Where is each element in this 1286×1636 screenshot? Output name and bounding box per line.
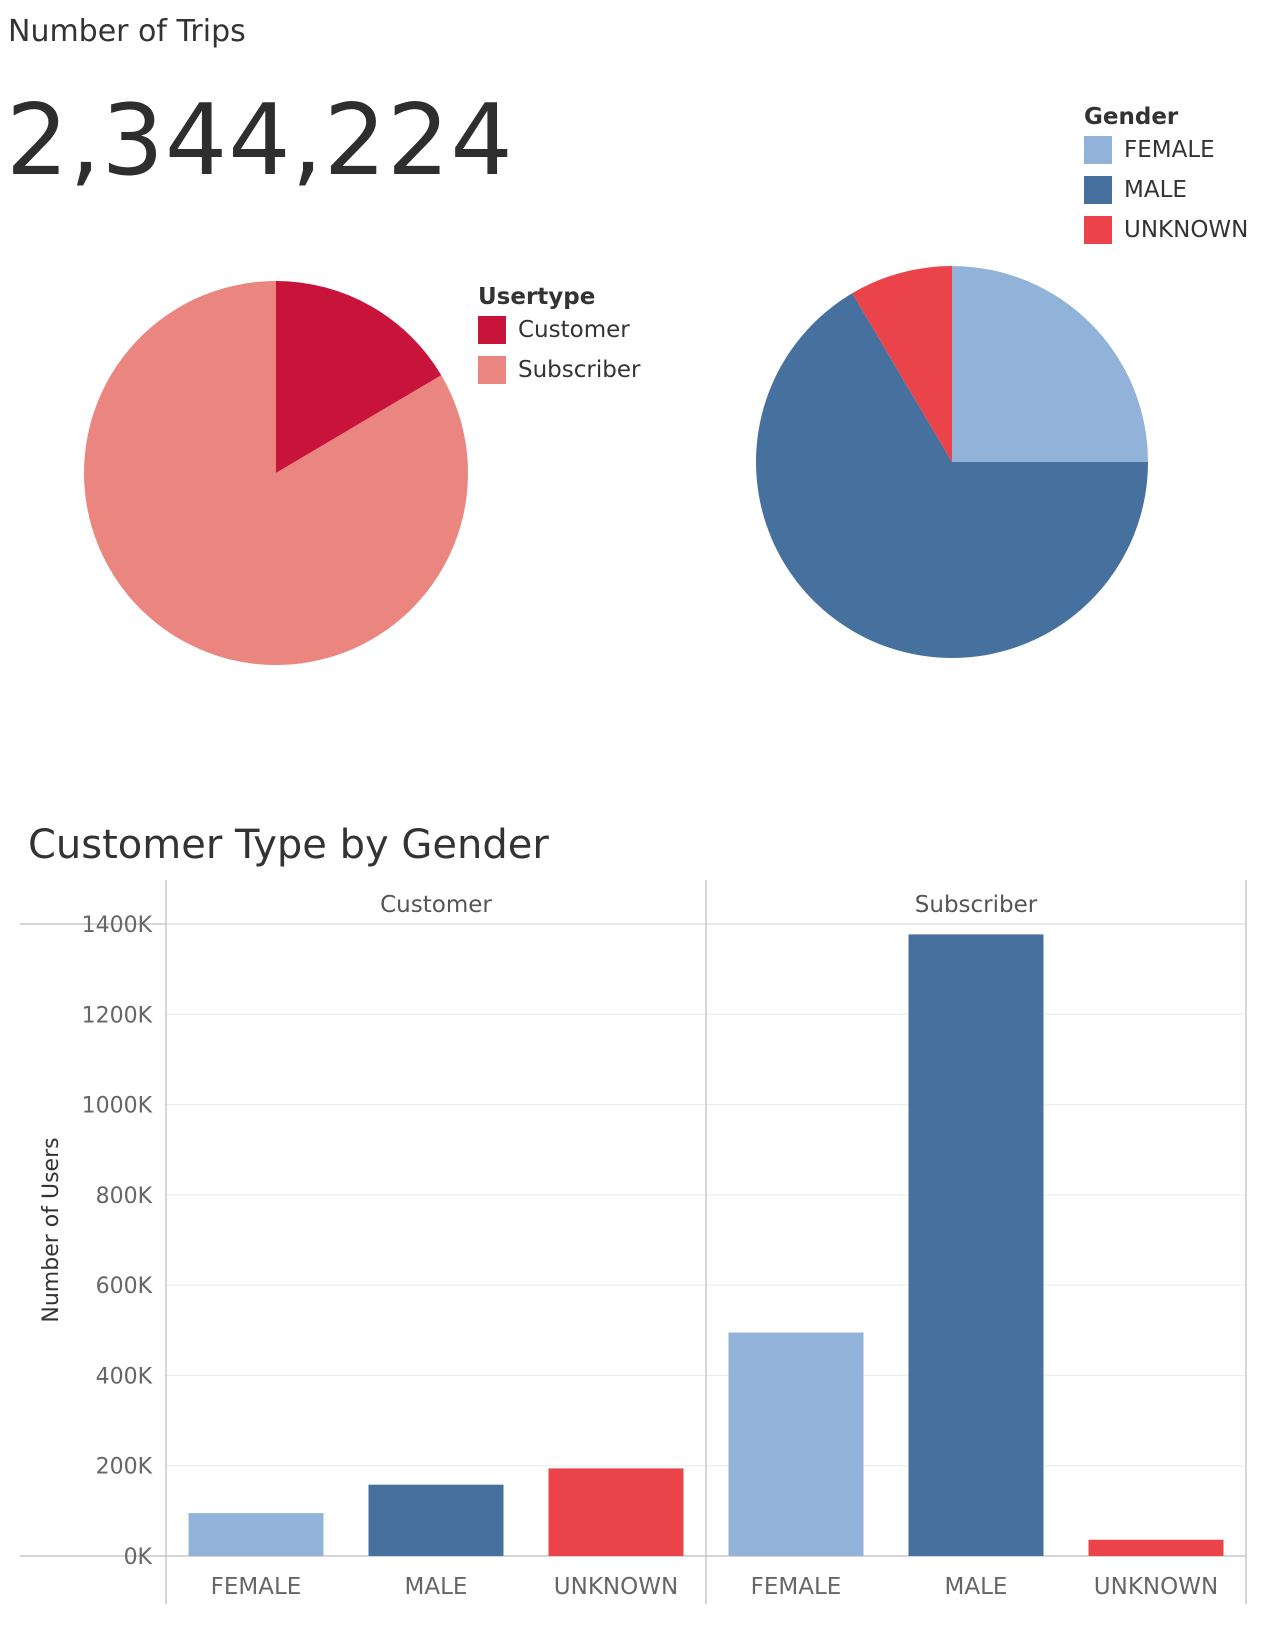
legend-item-customer[interactable]: Customer xyxy=(478,310,640,350)
gender-legend-title: Gender xyxy=(1084,104,1179,130)
y-tick-label: 600K xyxy=(96,1274,153,1299)
x-tick-label: FEMALE xyxy=(211,1574,302,1600)
bar-subscriber-male[interactable] xyxy=(908,934,1044,1556)
legend-label-male: MALE xyxy=(1124,177,1187,203)
pie-slice-customer[interactable] xyxy=(276,281,442,473)
bar-customer-female[interactable] xyxy=(188,1513,324,1556)
y-tick-label: 800K xyxy=(96,1184,153,1209)
bar-subscriber-unknown[interactable] xyxy=(1088,1539,1224,1556)
usertype-legend: Usertype Customer Subscriber xyxy=(478,284,640,390)
x-tick-label: FEMALE xyxy=(751,1574,842,1600)
kpi-value: 2,344,224 xyxy=(6,84,514,198)
y-tick-label: 1200K xyxy=(82,1003,153,1028)
y-tick-label: 1400K xyxy=(82,913,153,938)
kpi-title: Number of Trips xyxy=(8,14,246,49)
legend-swatch-female xyxy=(1084,136,1112,164)
bar-chart-title: Customer Type by Gender xyxy=(28,822,549,868)
y-tick-label: 400K xyxy=(96,1364,153,1389)
customer-type-by-gender-bar-chart: 0K 200K 400K 600K 800K 1000K 1200K 1400K Number … xyxy=(20,880,1247,1604)
legend-swatch-subscriber xyxy=(478,356,506,384)
legend-label-customer: Customer xyxy=(518,317,630,343)
legend-swatch-customer xyxy=(478,316,506,344)
legend-label-unknown: UNKNOWN xyxy=(1124,217,1249,243)
legend-label-female: FEMALE xyxy=(1124,137,1215,163)
x-tick-label: UNKNOWN xyxy=(554,1574,678,1600)
usertype-legend-title: Usertype xyxy=(478,284,596,310)
legend-item-subscriber[interactable]: Subscriber xyxy=(478,350,640,390)
bar-customer-unknown[interactable] xyxy=(548,1468,684,1556)
bar-subscriber-female[interactable] xyxy=(728,1332,864,1556)
y-tick-label: 1000K xyxy=(82,1094,153,1119)
legend-item-male[interactable]: MALE xyxy=(1084,170,1248,210)
panel-header-subscriber: Subscriber xyxy=(915,892,1038,918)
legend-label-subscriber: Subscriber xyxy=(518,357,641,383)
usertype-pie-chart xyxy=(83,281,468,665)
pie-slice-subscriber[interactable] xyxy=(83,281,468,665)
gender-legend: Gender FEMALE MALE UNKNOWN xyxy=(1084,104,1248,250)
y-axis-title: Number of Users xyxy=(39,1137,64,1322)
panel-header-customer: Customer xyxy=(380,892,492,918)
pie-slice-unknown[interactable] xyxy=(852,266,952,462)
legend-swatch-unknown xyxy=(1084,216,1112,244)
legend-item-unknown[interactable]: UNKNOWN xyxy=(1084,210,1248,250)
legend-item-female[interactable]: FEMALE xyxy=(1084,130,1248,170)
bar-customer-male[interactable] xyxy=(368,1484,504,1556)
x-tick-label: MALE xyxy=(405,1574,468,1600)
x-tick-label: MALE xyxy=(945,1574,1008,1600)
pie-slice-female[interactable] xyxy=(952,266,1148,462)
gender-pie-chart xyxy=(756,266,1148,658)
pie-slice-male[interactable] xyxy=(756,293,1148,658)
y-tick-label: 0K xyxy=(124,1545,153,1570)
legend-swatch-male xyxy=(1084,176,1112,204)
x-tick-label: UNKNOWN xyxy=(1094,1574,1218,1600)
y-tick-label: 200K xyxy=(96,1455,153,1480)
